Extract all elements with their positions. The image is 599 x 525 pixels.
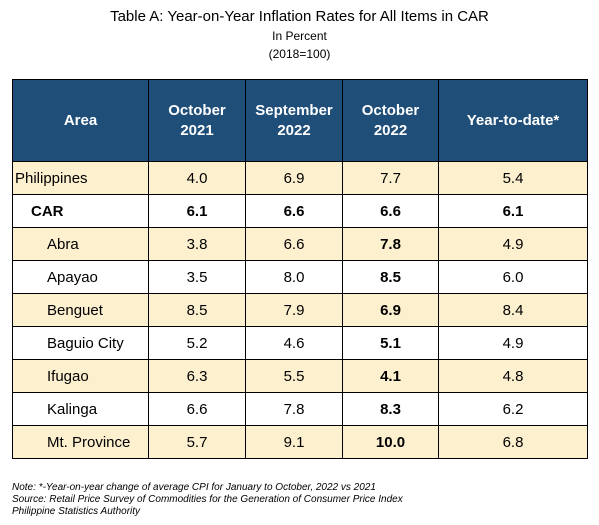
value-cell: 6.9 bbox=[342, 293, 439, 327]
table-subtitle-unit: In Percent bbox=[272, 29, 327, 43]
area-cell: Benguet bbox=[12, 293, 149, 327]
note-line: Note: *-Year-on-year change of average C… bbox=[12, 482, 376, 493]
value-cell: 6.6 bbox=[245, 227, 343, 261]
value-cell: 6.1 bbox=[148, 194, 246, 228]
area-cell: Philippines bbox=[12, 161, 149, 195]
value-cell: 4.9 bbox=[438, 326, 588, 360]
area-cell: Baguio City bbox=[12, 326, 149, 360]
area-cell: Mt. Province bbox=[12, 425, 149, 459]
header-october-2021: October 2021 bbox=[148, 79, 246, 162]
table-row-ifugao: Ifugao 6.3 5.5 4.1 4.8 bbox=[12, 359, 588, 393]
value-cell: 8.3 bbox=[342, 392, 439, 426]
value-cell: 7.8 bbox=[245, 392, 343, 426]
value-cell: 6.0 bbox=[438, 260, 588, 294]
source-line: Source: Retail Price Survey of Commoditi… bbox=[12, 494, 403, 505]
value-cell: 3.5 bbox=[148, 260, 246, 294]
value-cell: 7.7 bbox=[342, 161, 439, 195]
value-cell: 4.1 bbox=[342, 359, 439, 393]
header-year-to-date: Year-to-date* bbox=[438, 79, 588, 162]
table-subtitle-base: (2018=100) bbox=[268, 47, 331, 61]
value-cell: 9.1 bbox=[245, 425, 343, 459]
value-cell: 10.0 bbox=[342, 425, 439, 459]
value-cell: 5.4 bbox=[438, 161, 588, 195]
value-cell: 6.6 bbox=[342, 194, 439, 228]
value-cell: 8.5 bbox=[148, 293, 246, 327]
value-cell: 6.1 bbox=[438, 194, 588, 228]
value-cell: 4.9 bbox=[438, 227, 588, 261]
table-row-philippines: Philippines 4.0 6.9 7.7 5.4 bbox=[12, 161, 588, 195]
value-cell: 6.9 bbox=[245, 161, 343, 195]
value-cell: 6.6 bbox=[245, 194, 343, 228]
table-row-car: CAR 6.1 6.6 6.6 6.1 bbox=[12, 194, 588, 228]
value-cell: 8.5 bbox=[342, 260, 439, 294]
value-cell: 4.6 bbox=[245, 326, 343, 360]
value-cell: 8.0 bbox=[245, 260, 343, 294]
value-cell: 6.2 bbox=[438, 392, 588, 426]
area-cell: Apayao bbox=[12, 260, 149, 294]
value-cell: 5.1 bbox=[342, 326, 439, 360]
value-cell: 6.3 bbox=[148, 359, 246, 393]
area-cell: Ifugao bbox=[12, 359, 149, 393]
agency-line: Philippine Statistics Authority bbox=[12, 506, 141, 517]
table-row-apayao: Apayao 3.5 8.0 8.5 6.0 bbox=[12, 260, 588, 294]
header-september-2022: September 2022 bbox=[245, 79, 343, 162]
table-row-mt-province: Mt. Province 5.7 9.1 10.0 6.8 bbox=[12, 425, 588, 459]
value-cell: 7.9 bbox=[245, 293, 343, 327]
header-october-2022: October 2022 bbox=[342, 79, 439, 162]
value-cell: 7.8 bbox=[342, 227, 439, 261]
table-notes: Note: *-Year-on-year change of average C… bbox=[12, 482, 403, 518]
value-cell: 4.0 bbox=[148, 161, 246, 195]
table-row-kalinga: Kalinga 6.6 7.8 8.3 6.2 bbox=[12, 392, 588, 426]
value-cell: 8.4 bbox=[438, 293, 588, 327]
value-cell: 4.8 bbox=[438, 359, 588, 393]
area-cell: CAR bbox=[12, 194, 149, 228]
inflation-table: Area October 2021 September 2022 October… bbox=[12, 79, 588, 459]
area-cell: Kalinga bbox=[12, 392, 149, 426]
table-row-benguet: Benguet 8.5 7.9 6.9 8.4 bbox=[12, 293, 588, 327]
table-title: Table A: Year-on-Year Inflation Rates fo… bbox=[110, 8, 489, 25]
area-cell: Abra bbox=[12, 227, 149, 261]
value-cell: 3.8 bbox=[148, 227, 246, 261]
value-cell: 6.6 bbox=[148, 392, 246, 426]
table-row-abra: Abra 3.8 6.6 7.8 4.9 bbox=[12, 227, 588, 261]
header-area: Area bbox=[12, 79, 149, 162]
value-cell: 6.8 bbox=[438, 425, 588, 459]
value-cell: 5.7 bbox=[148, 425, 246, 459]
header-row: Area October 2021 September 2022 October… bbox=[12, 79, 588, 162]
table-row-baguio-city: Baguio City 5.2 4.6 5.1 4.9 bbox=[12, 326, 588, 360]
value-cell: 5.5 bbox=[245, 359, 343, 393]
value-cell: 5.2 bbox=[148, 326, 246, 360]
